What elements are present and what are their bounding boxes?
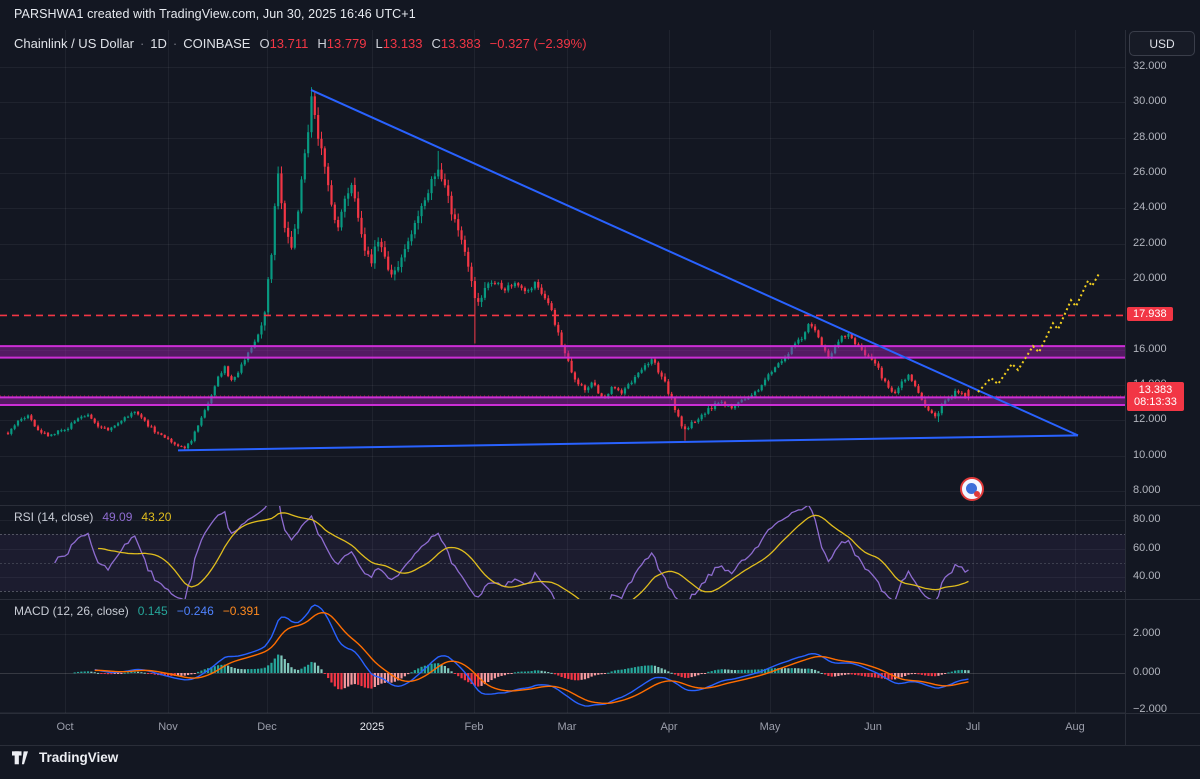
last-price-value: 13.383	[1138, 383, 1173, 396]
price-axis-label: 28.000	[1133, 130, 1167, 143]
emoji-sticker-inner	[966, 483, 977, 494]
resistance-price-badge: 17.938	[1127, 307, 1173, 322]
price-axis-label: 10.000	[1133, 448, 1167, 461]
macd-axis-label: −2.000	[1133, 703, 1167, 715]
ohlc-value: 13.711	[269, 36, 309, 51]
time-axis-label: Apr	[660, 721, 678, 733]
price-axis-label: 22.000	[1133, 236, 1167, 249]
ohlc-values: O13.711 H13.779 L13.133 C13.383	[250, 36, 480, 51]
ohlc-pair: H13.779	[317, 36, 366, 51]
ohlc-label: H	[317, 36, 327, 51]
rsi-axis-label: 40.00	[1133, 570, 1161, 582]
ohlc-value: 13.383	[440, 36, 481, 51]
rsi-axis-label: 60.00	[1133, 541, 1161, 554]
time-axis-label: Jul	[965, 721, 981, 733]
macd-axis-label: 2.000	[1133, 627, 1161, 639]
tradingview-logo-icon	[12, 750, 28, 764]
ohlc-pair: L13.133	[376, 36, 423, 51]
emoji-sticker[interactable]	[960, 477, 984, 501]
rsi-value: 49.09	[102, 510, 133, 524]
ohlc-label: C	[431, 36, 441, 51]
time-axis-label: Oct	[56, 721, 74, 733]
ohlc-label: O	[259, 36, 270, 51]
rsi-legend: RSI (14, close) 49.09 43.20	[14, 510, 171, 524]
macd-hist-value: 0.145	[137, 604, 168, 618]
interval-label[interactable]: 1D	[150, 36, 167, 51]
ohlc-pair: O13.711	[259, 36, 308, 51]
macd-axis-label: 0.000	[1133, 666, 1161, 678]
price-axis-label: 16.000	[1133, 342, 1167, 355]
price-axis-label: 32.000	[1133, 60, 1167, 72]
ohlc-label: L	[375, 36, 383, 51]
time-axis-label: Jun	[864, 721, 882, 733]
macd-title[interactable]: MACD (12, 26, close)	[14, 604, 129, 618]
change-value: −0.327 (−2.39%)	[489, 36, 587, 51]
time-axis-label: May	[759, 721, 781, 733]
price-axis-label: 24.000	[1133, 201, 1167, 214]
tradingview-brand[interactable]: TradingView	[12, 750, 118, 765]
emoji-sticker-dot	[974, 491, 980, 497]
rsi-title[interactable]: RSI (14, close)	[14, 510, 94, 524]
macd-signal-value: −0.391	[222, 604, 260, 618]
bar-countdown: 08:13:33	[1134, 396, 1177, 409]
time-axis-label: Nov	[158, 721, 178, 733]
macd-line-value: −0.246	[176, 604, 214, 618]
time-axis-label: Mar	[557, 721, 577, 733]
symbol-legend: Chainlink / US Dollar · 1D · COINBASE O1…	[14, 36, 587, 51]
price-axis-label: 8.000	[1133, 484, 1161, 496]
ohlc-pair: C13.383	[432, 36, 481, 51]
price-axis-label: 20.000	[1133, 272, 1167, 284]
time-scale[interactable]	[0, 713, 1125, 745]
symbol-name[interactable]: Chainlink / US Dollar	[14, 36, 134, 51]
price-axis-label: 30.000	[1133, 95, 1167, 108]
legend-separator: ·	[172, 36, 178, 51]
time-axis-label: Feb	[464, 721, 484, 733]
attribution-text: PARSHWA1 created with TradingView.com, J…	[14, 7, 416, 21]
rsi-ma-value: 43.20	[141, 510, 172, 524]
price-axis-label: 12.000	[1133, 413, 1167, 426]
ohlc-value: 13.779	[326, 36, 367, 51]
time-axis-label: 2025	[359, 721, 385, 733]
time-axis-label: Dec	[257, 721, 277, 733]
rsi-axis-label: 80.00	[1133, 513, 1161, 525]
legend-separator: ·	[139, 36, 145, 51]
currency-toggle-button[interactable]: USD	[1129, 31, 1195, 56]
macd-legend: MACD (12, 26, close) 0.145 −0.246 −0.391	[14, 604, 260, 618]
exchange-label[interactable]: COINBASE	[183, 36, 251, 51]
tradingview-brand-text: TradingView	[39, 750, 119, 765]
price-axis-label: 26.000	[1133, 166, 1167, 178]
ohlc-value: 13.133	[382, 36, 423, 51]
time-axis-label: Aug	[1065, 721, 1085, 733]
last-price-badge: 13.383 08:13:33	[1127, 381, 1184, 411]
